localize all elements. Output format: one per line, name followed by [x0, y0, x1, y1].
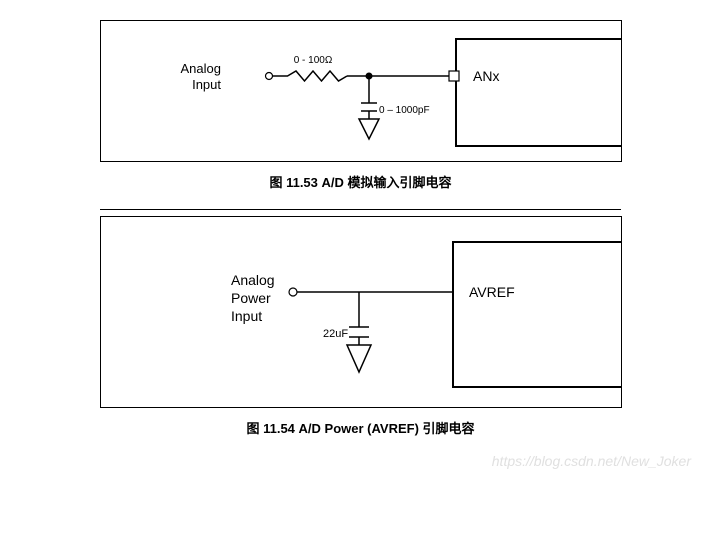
figure-2-diagram: Analog Power Input 22uF AVREF [101, 217, 621, 407]
figure-2-box: Analog Power Input 22uF AVREF [100, 216, 622, 408]
svg-text:0 - 100Ω: 0 - 100Ω [293, 55, 332, 66]
svg-text:Power: Power [231, 290, 271, 306]
svg-text:0 – 1000pF: 0 – 1000pF [379, 105, 430, 116]
svg-text:AVREF: AVREF [469, 284, 515, 300]
svg-text:Analog: Analog [180, 61, 220, 76]
figure-1-box: AnalogInput 0 - 100Ω 0 – 1000pF ANx [100, 20, 622, 162]
figure-1-caption: 图 11.53 A/D 模拟输入引脚电容 [20, 172, 701, 191]
divider-line [100, 209, 621, 210]
svg-text:Analog: Analog [231, 272, 275, 288]
figure-1-diagram: AnalogInput 0 - 100Ω 0 – 1000pF ANx [101, 21, 621, 161]
svg-text:ANx: ANx [473, 68, 499, 84]
svg-text:Input: Input [231, 308, 262, 324]
svg-text:Input: Input [192, 77, 221, 92]
watermark-text: https://blog.csdn.net/New_Joker [492, 453, 691, 469]
svg-text:22uF: 22uF [323, 328, 348, 340]
figure-2-caption: 图 11.54 A/D Power (AVREF) 引脚电容 [20, 418, 701, 437]
